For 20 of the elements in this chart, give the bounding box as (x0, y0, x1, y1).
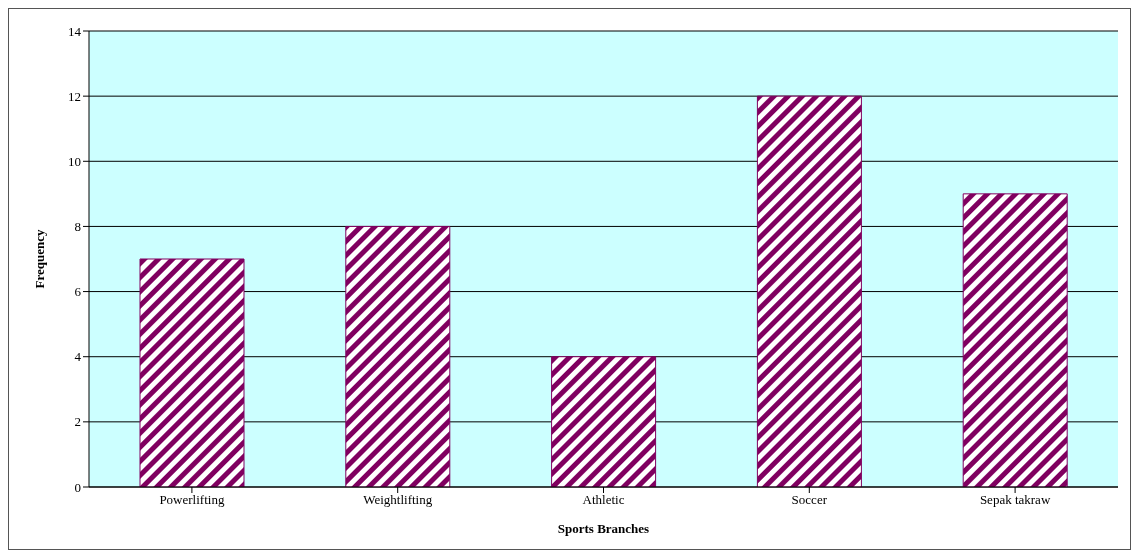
y-tick-label: 4 (74, 349, 82, 365)
x-tick-label: Weightlifting (363, 492, 433, 508)
x-tick-label: Sepak takraw (979, 492, 1051, 508)
y-tick-label: 2 (74, 414, 81, 430)
x-axis-title: Sports Branches (557, 521, 650, 536)
x-tick-label: Athletic (582, 492, 625, 508)
y-axis-title: Frequency (31, 229, 47, 289)
bar (139, 258, 245, 487)
y-tick-label: 6 (74, 284, 82, 300)
x-tick-label: Powerlifting (159, 492, 225, 508)
y-tick-label: 8 (74, 219, 81, 235)
bar (551, 356, 657, 487)
y-tick-label: 10 (68, 153, 81, 169)
bar (345, 225, 451, 487)
x-tick-label: Soccer (791, 492, 828, 508)
y-tick-label: 14 (68, 23, 82, 39)
y-tick-label: 0 (74, 479, 81, 495)
bar (756, 95, 862, 487)
bar (962, 193, 1068, 487)
y-tick-label: 12 (68, 88, 81, 104)
